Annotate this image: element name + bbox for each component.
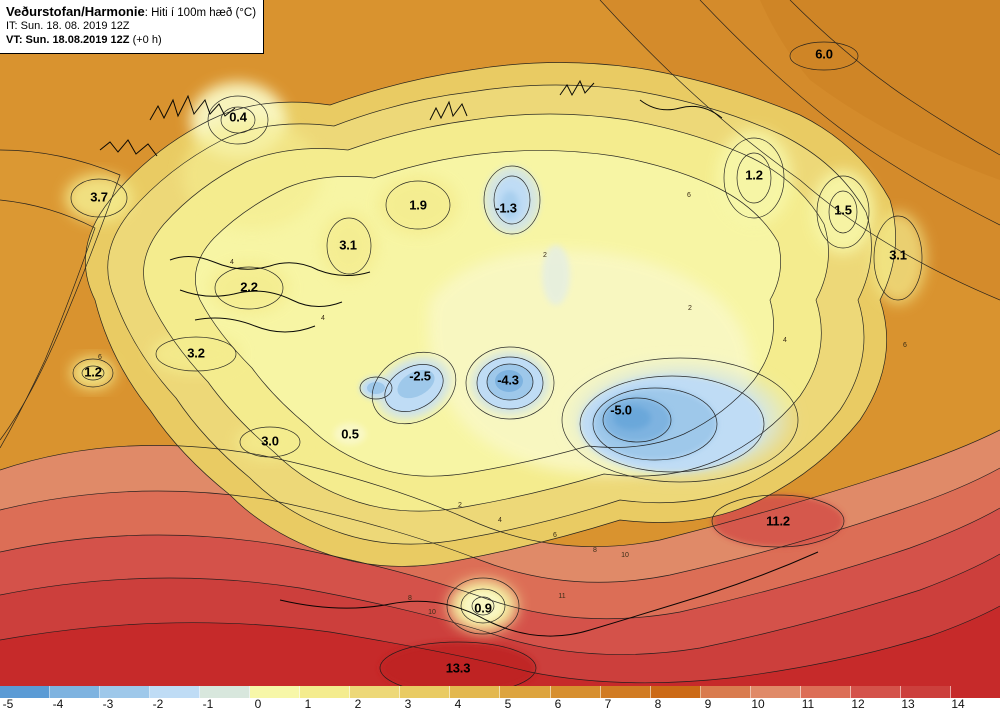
temperature-value-label: 3.0 xyxy=(261,433,279,449)
colorbar-band-7 xyxy=(350,686,401,698)
temperature-value-label: 3.1 xyxy=(339,237,357,253)
colorbar-band-10 xyxy=(500,686,551,698)
colorbar-band-12 xyxy=(600,686,651,698)
colorbar-tick--4: -4 xyxy=(52,697,64,709)
colorbar-tick-7: 7 xyxy=(604,697,612,709)
colorbar-tick-11: 11 xyxy=(801,697,815,709)
temperature-colorbar[interactable]: -5 -4 -3 -2 -1 0 1 2 3 4 5 6 7 8 9 10 11 12 13 14 xyxy=(0,686,1000,709)
svg-text:10: 10 xyxy=(621,552,629,559)
colorbar-band-3 xyxy=(150,686,201,698)
model-name: Veðurstofan/Harmonie xyxy=(6,4,145,19)
temperature-value-label: 0.9 xyxy=(474,600,492,616)
svg-text:2: 2 xyxy=(543,252,547,259)
colorbar-tick--1: -1 xyxy=(202,697,214,709)
colorbar-tick-labels: -5 -4 -3 -2 -1 0 1 2 3 4 5 6 7 8 9 10 11 12 13 14 xyxy=(0,697,1000,709)
temperature-value-label: 3.7 xyxy=(90,189,108,205)
parameter-label: : Hiti í 100m hæð (°C) xyxy=(144,7,257,19)
temperature-value-label: 6.0 xyxy=(815,46,833,62)
colorbar-tick-1: 1 xyxy=(304,697,312,709)
temperature-value-label: -2.5 xyxy=(409,368,431,384)
colorbar-band-0 xyxy=(0,686,51,698)
colorbar-tick-6: 6 xyxy=(554,697,562,709)
colorbar-band-17 xyxy=(850,686,901,698)
temperature-value-label: 1.5 xyxy=(834,202,852,218)
svg-text:4: 4 xyxy=(230,259,234,266)
colorbar-tick-12: 12 xyxy=(851,697,865,709)
temperature-value-label: 1.2 xyxy=(745,167,763,183)
colorbar-band-19 xyxy=(950,686,1000,698)
colorbar-tick-3: 3 xyxy=(404,697,412,709)
temperature-field-svg: 4 4 2 6 4 6 2 4 6 8 10 8 10 11 2 6 xyxy=(0,0,1000,686)
svg-text:6: 6 xyxy=(553,532,557,539)
init-time: IT: Sun. 18. 08. 2019 12Z xyxy=(6,20,130,33)
temperature-value-label: 11.2 xyxy=(766,513,790,529)
valid-time-label: VT: Sun. 18.08.2019 12Z xyxy=(6,34,130,47)
map-title-box: Veðurstofan/Harmonie: Hiti í 100m hæð (°… xyxy=(0,0,265,54)
colorbar-tick--2: -2 xyxy=(152,697,164,709)
temperature-value-label: -4.3 xyxy=(497,372,519,388)
temperature-value-label: 1.2 xyxy=(84,364,102,380)
colorbar-band-15 xyxy=(750,686,801,698)
colorbar-tick-14: 14 xyxy=(951,697,965,709)
temperature-value-label: 3.2 xyxy=(187,345,205,361)
svg-text:6: 6 xyxy=(687,192,691,199)
temperature-value-label: -5.0 xyxy=(610,402,632,418)
colorbar-bands xyxy=(0,686,1000,698)
temperature-value-label: 13.3 xyxy=(445,660,471,676)
colorbar-band-9 xyxy=(450,686,501,698)
colorbar-tick--3: -3 xyxy=(102,697,114,709)
svg-text:2: 2 xyxy=(458,502,462,509)
title-line-model: Veðurstofan/Harmonie: Hiti í 100m hæð (°… xyxy=(6,4,256,20)
map-canvas[interactable]: 4 4 2 6 4 6 2 4 6 8 10 8 10 11 2 6 0.4 3.7 1.9 -1.3… xyxy=(0,0,1000,686)
colorbar-band-4 xyxy=(200,686,251,698)
colorbar-tick-10: 10 xyxy=(751,697,765,709)
colorbar-tick-9: 9 xyxy=(704,697,712,709)
colorbar-tick-8: 8 xyxy=(654,697,662,709)
colorbar-tick--5: -5 xyxy=(2,697,14,709)
temperature-value-label: 1.9 xyxy=(409,197,427,213)
svg-text:8: 8 xyxy=(408,595,412,602)
colorbar-tick-0: 0 xyxy=(254,697,262,709)
svg-text:10: 10 xyxy=(428,609,436,616)
colorbar-band-13 xyxy=(650,686,701,698)
colorbar-band-11 xyxy=(550,686,601,698)
colorbar-band-8 xyxy=(400,686,451,698)
contour-number-group: 4 4 2 6 4 6 2 4 6 8 10 8 10 11 2 6 xyxy=(98,192,907,616)
valid-time: VT: Sun. 18.08.2019 12Z (+0 h) xyxy=(6,34,256,48)
svg-text:8: 8 xyxy=(593,547,597,554)
temperature-value-label: 3.1 xyxy=(889,247,907,263)
svg-text:4: 4 xyxy=(321,315,325,322)
colorbar-band-16 xyxy=(800,686,851,698)
svg-text:6: 6 xyxy=(903,342,907,349)
svg-text:4: 4 xyxy=(498,517,502,524)
valid-time-offset: (+0 h) xyxy=(132,34,162,47)
svg-text:4: 4 xyxy=(783,337,787,344)
colorbar-band-6 xyxy=(300,686,351,698)
colorbar-band-14 xyxy=(700,686,751,698)
colorbar-band-1 xyxy=(50,686,101,698)
temperature-value-label: 0.5 xyxy=(341,426,359,442)
colorbar-tick-4: 4 xyxy=(454,697,462,709)
temperature-value-label: 0.4 xyxy=(229,109,247,125)
temperature-value-label: -1.3 xyxy=(495,200,517,216)
svg-text:11: 11 xyxy=(558,593,565,600)
svg-text:6: 6 xyxy=(98,354,102,361)
colorbar-band-18 xyxy=(900,686,951,698)
colorbar-tick-13: 13 xyxy=(901,697,915,709)
colorbar-tick-5: 5 xyxy=(504,697,512,709)
svg-text:2: 2 xyxy=(688,305,692,312)
colorbar-tick-2: 2 xyxy=(354,697,362,709)
colorbar-band-5 xyxy=(250,686,301,698)
colorbar-band-2 xyxy=(100,686,151,698)
temperature-value-label: 2.2 xyxy=(240,279,258,295)
